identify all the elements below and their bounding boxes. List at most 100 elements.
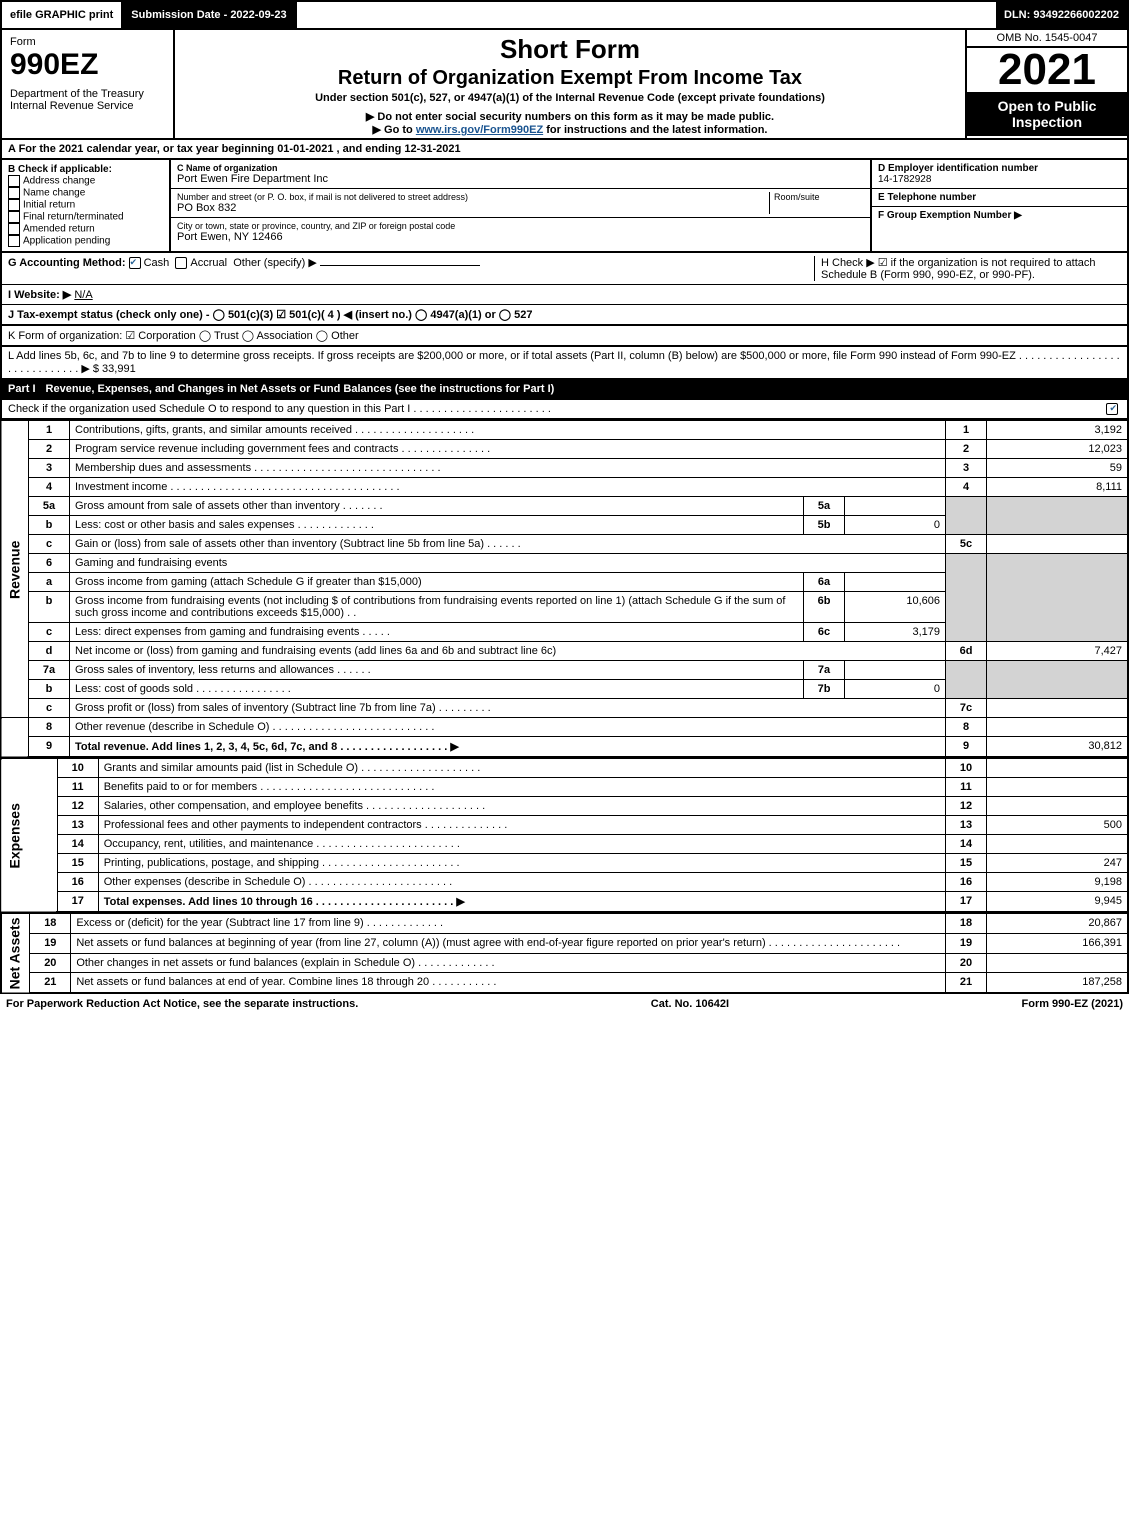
row-value xyxy=(987,953,1129,973)
row-ref: 20 xyxy=(946,953,987,973)
checkbox-icon[interactable] xyxy=(8,175,20,187)
row-value: 247 xyxy=(987,854,1129,873)
row-label: Gross income from fundraising events (no… xyxy=(70,592,804,623)
net-assets-side-label: Net Assets xyxy=(1,914,30,993)
mini-value: 0 xyxy=(845,516,946,535)
checkbox-icon[interactable] xyxy=(175,257,187,269)
spacer xyxy=(297,2,996,28)
row-num: b xyxy=(29,680,70,699)
c-name-label: C Name of organization xyxy=(177,163,864,173)
b-item: Initial return xyxy=(8,199,163,211)
row-num: 9 xyxy=(29,737,70,758)
b-item: Name change xyxy=(8,187,163,199)
d-row: D Employer identification number 14-1782… xyxy=(872,160,1127,189)
checkbox-icon[interactable] xyxy=(8,223,20,235)
row-ref: 2 xyxy=(946,440,987,459)
row-num: 8 xyxy=(29,718,70,737)
net-assets-table: Net Assets 18Excess or (deficit) for the… xyxy=(0,913,1129,994)
table-row: 9Total revenue. Add lines 1, 2, 3, 4, 5c… xyxy=(1,737,1128,758)
row-num: 10 xyxy=(57,759,98,778)
footer-left: For Paperwork Reduction Act Notice, see … xyxy=(6,998,358,1010)
section-a: A For the 2021 calendar year, or tax yea… xyxy=(0,140,1129,160)
checkbox-icon[interactable] xyxy=(8,235,20,247)
row-label: Other expenses (describe in Schedule O) … xyxy=(98,873,945,892)
row-value xyxy=(987,718,1129,737)
part-1-sub: Check if the organization used Schedule … xyxy=(0,400,1129,420)
row-num: b xyxy=(29,592,70,623)
row-ref: 11 xyxy=(946,778,987,797)
part-title: Revenue, Expenses, and Changes in Net As… xyxy=(46,383,555,395)
e-label: E Telephone number xyxy=(878,192,1121,203)
row-num: 13 xyxy=(57,816,98,835)
checkbox-icon[interactable] xyxy=(8,211,20,223)
row-num: 11 xyxy=(57,778,98,797)
row-num: c xyxy=(29,535,70,554)
grey-cell xyxy=(987,554,1129,642)
row-label: Investment income . . . . . . . . . . . … xyxy=(70,478,946,497)
g-other: Other (specify) ▶ xyxy=(233,257,317,269)
g-other-line xyxy=(320,265,480,266)
row-label: Net assets or fund balances at beginning… xyxy=(71,933,946,953)
mini-ref: 7a xyxy=(804,661,845,680)
open-inspection: Open to Public Inspection xyxy=(967,92,1127,136)
mini-ref: 6c xyxy=(804,623,845,642)
b-item: Application pending xyxy=(8,235,163,247)
part-1-sub-text: Check if the organization used Schedule … xyxy=(8,403,551,415)
row-value xyxy=(987,778,1129,797)
table-row: 6Gaming and fundraising events xyxy=(1,554,1128,573)
row-ref: 18 xyxy=(946,914,987,934)
b-title: B Check if applicable: xyxy=(8,164,163,175)
row-label: Gross sales of inventory, less returns a… xyxy=(70,661,804,680)
section-g: G Accounting Method: Cash Accrual Other … xyxy=(8,256,808,269)
form-left: Form 990EZ Department of the Treasury In… xyxy=(2,30,175,138)
section-gh: G Accounting Method: Cash Accrual Other … xyxy=(0,253,1129,284)
row-num: 16 xyxy=(57,873,98,892)
checkbox-icon[interactable] xyxy=(8,199,20,211)
row-num: 7a xyxy=(29,661,70,680)
b-item: Final return/terminated xyxy=(8,211,163,223)
website: N/A xyxy=(74,289,92,301)
row-value xyxy=(987,759,1129,778)
expenses-table: Expenses 10Grants and similar amounts pa… xyxy=(0,758,1129,913)
table-row: cGain or (loss) from sale of assets othe… xyxy=(1,535,1128,554)
c-city-row: City or town, state or province, country… xyxy=(171,218,870,246)
l-text: L Add lines 5b, 6c, and 7b to line 9 to … xyxy=(8,350,1120,375)
irs-link[interactable]: www.irs.gov/Form990EZ xyxy=(416,124,543,136)
row-ref: 8 xyxy=(946,718,987,737)
row-label: Membership dues and assessments . . . . … xyxy=(70,459,946,478)
table-row: 13Professional fees and other payments t… xyxy=(1,816,1128,835)
c-name-row: C Name of organization Port Ewen Fire De… xyxy=(171,160,870,189)
row-ref: 19 xyxy=(946,933,987,953)
row-value xyxy=(987,835,1129,854)
row-label: Gross amount from sale of assets other t… xyxy=(70,497,804,516)
footer-mid: Cat. No. 10642I xyxy=(651,998,729,1010)
checkbox-icon[interactable] xyxy=(1106,403,1118,415)
table-row: cGross profit or (loss) from sales of in… xyxy=(1,699,1128,718)
mini-ref: 5b xyxy=(804,516,845,535)
form-number: 990EZ xyxy=(10,48,165,82)
row-value: 7,427 xyxy=(987,642,1129,661)
expenses-side-label: Expenses xyxy=(1,759,57,913)
row-value: 8,111 xyxy=(987,478,1129,497)
bullet-1: ▶ Do not enter social security numbers o… xyxy=(179,110,961,123)
checkbox-icon[interactable] xyxy=(8,187,20,199)
checkbox-icon[interactable] xyxy=(129,257,141,269)
row-ref: 10 xyxy=(946,759,987,778)
section-h: H Check ▶ ☑ if the organization is not r… xyxy=(814,256,1121,281)
l-value: 33,991 xyxy=(102,363,136,375)
submission-date: Submission Date - 2022-09-23 xyxy=(123,2,296,28)
row-label: Gain or (loss) from sale of assets other… xyxy=(70,535,946,554)
row-value xyxy=(987,797,1129,816)
mini-value xyxy=(845,661,946,680)
main-title: Return of Organization Exempt From Incom… xyxy=(179,67,961,90)
row-ref: 14 xyxy=(946,835,987,854)
row-ref: 4 xyxy=(946,478,987,497)
mini-ref: 6a xyxy=(804,573,845,592)
b-label: Address change xyxy=(23,176,95,187)
table-row: Net Assets 18Excess or (deficit) for the… xyxy=(1,914,1128,934)
row-num: 12 xyxy=(57,797,98,816)
row-num: c xyxy=(29,623,70,642)
row-label: Printing, publications, postage, and shi… xyxy=(98,854,945,873)
g-label: G Accounting Method: xyxy=(8,257,126,269)
grey-cell xyxy=(946,661,987,699)
